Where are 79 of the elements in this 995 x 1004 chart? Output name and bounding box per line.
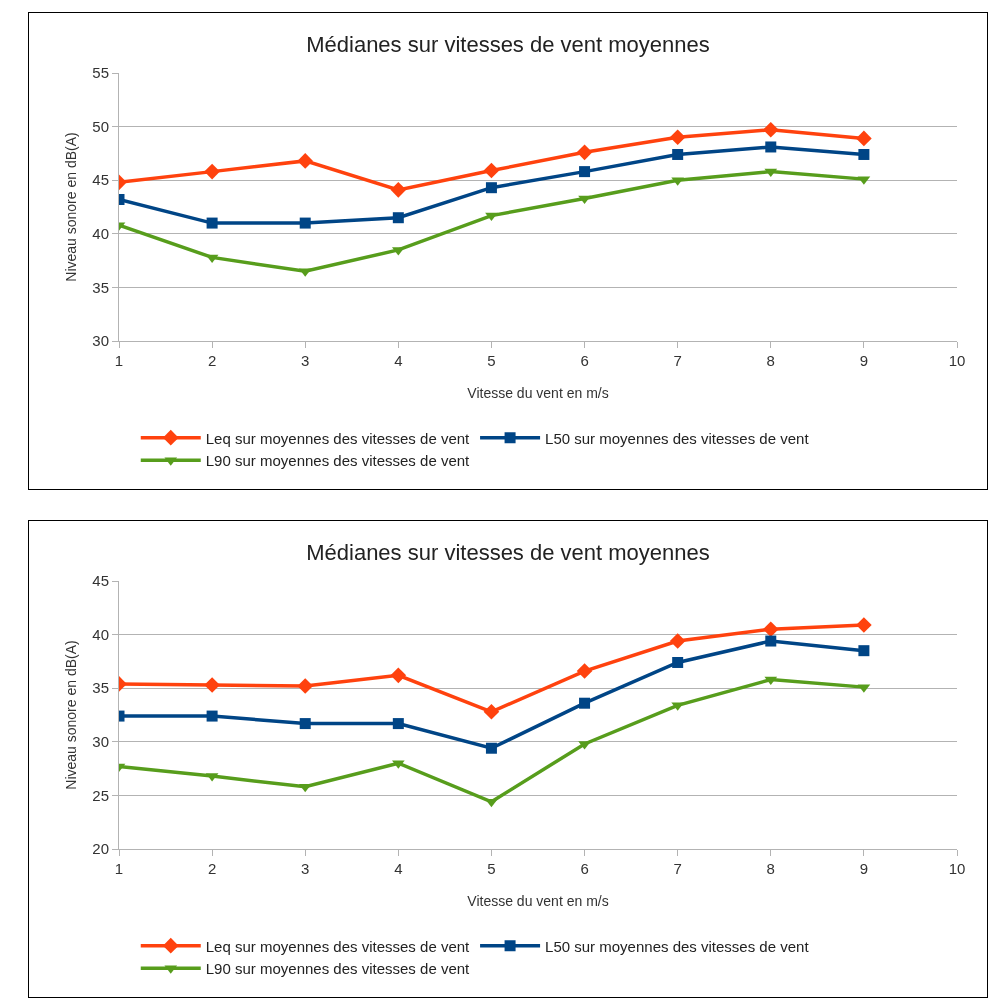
chart-title: Médianes sur vitesses de vent moyennes xyxy=(306,32,710,58)
point xyxy=(764,168,778,178)
y-tick-label: 35 xyxy=(92,679,109,697)
point xyxy=(764,676,778,686)
y-tick-label: 30 xyxy=(92,332,109,350)
y-tick-label: 20 xyxy=(92,840,109,858)
point xyxy=(672,148,684,160)
y-tick-label: 25 xyxy=(92,786,109,804)
y-tick-label: 50 xyxy=(92,117,109,135)
x-tick-label: 3 xyxy=(301,352,310,369)
point xyxy=(858,645,870,657)
y-tick-label: 45 xyxy=(92,572,109,590)
point xyxy=(762,621,779,638)
x-tick-label: 7 xyxy=(673,860,682,877)
point xyxy=(856,617,872,633)
y-tick-label: 40 xyxy=(92,225,109,243)
legend-label: L50 sur moyennes des vitesses de vent xyxy=(545,429,810,447)
x-axis-title: Vitesse du vent en m/s xyxy=(467,893,609,910)
point xyxy=(483,162,500,179)
x-tick-label: 6 xyxy=(580,860,589,877)
point xyxy=(204,677,220,693)
point xyxy=(485,212,498,222)
y-tick-label: 55 xyxy=(92,64,109,82)
x-tick-label: 9 xyxy=(859,860,869,877)
y-tick-label: 35 xyxy=(92,278,109,296)
point xyxy=(206,217,218,229)
x-tick-label: 5 xyxy=(487,352,496,369)
x-tick-label: 5 xyxy=(487,860,496,877)
legend-label: L50 sur moyennes des vitesses de vent xyxy=(545,937,810,955)
x-tick-label: 8 xyxy=(766,860,775,877)
y-tick-label: 40 xyxy=(92,625,109,643)
x-tick-label: 8 xyxy=(766,352,775,369)
chart-title: Médianes sur vitesses de vent moyennes xyxy=(306,540,710,566)
x-tick-label: 2 xyxy=(207,352,217,369)
y-tick-label: 45 xyxy=(92,171,109,189)
point xyxy=(483,703,500,720)
x-tick-label: 7 xyxy=(673,352,682,369)
y-tick-label: 30 xyxy=(92,733,109,751)
legend-label: Leq sur moyennes des vitesses de vent xyxy=(205,937,471,955)
y-axis-title: Niveau sonore en dB(A) xyxy=(62,640,79,790)
point xyxy=(390,667,407,684)
legend-label: L90 sur moyennes des vitesses de vent xyxy=(205,960,471,977)
point xyxy=(858,148,870,160)
point xyxy=(206,710,218,722)
point xyxy=(579,166,591,178)
x-axis-title: Vitesse du vent en m/s xyxy=(467,385,609,402)
point xyxy=(669,129,686,146)
point xyxy=(204,163,220,180)
point xyxy=(392,718,404,730)
x-tick-label: 6 xyxy=(580,352,589,369)
point xyxy=(579,697,591,709)
x-tick-label: 10 xyxy=(948,352,966,369)
legend-label: Leq sur moyennes des vitesses de vent xyxy=(205,429,471,447)
x-tick-label: 2 xyxy=(207,860,217,877)
x-tick-label: 1 xyxy=(114,860,124,877)
point xyxy=(765,635,777,647)
point xyxy=(299,718,311,730)
legend-label: L90 sur moyennes des vitesses de vent xyxy=(205,452,471,469)
x-tick-label: 10 xyxy=(948,860,966,877)
point xyxy=(390,182,407,198)
x-tick-label: 4 xyxy=(394,352,403,369)
point xyxy=(392,212,404,224)
point xyxy=(576,663,593,679)
point xyxy=(669,633,686,649)
point xyxy=(297,678,314,694)
point xyxy=(299,217,311,229)
x-tick-label: 1 xyxy=(114,352,124,369)
point xyxy=(485,742,497,754)
point xyxy=(485,182,497,194)
y-axis-title: Niveau sonore en dB(A) xyxy=(62,132,79,282)
point xyxy=(765,141,777,153)
point xyxy=(672,656,684,668)
x-tick-label: 9 xyxy=(859,352,869,369)
point xyxy=(576,144,593,161)
point xyxy=(762,122,779,138)
point xyxy=(856,130,872,147)
point xyxy=(297,153,314,169)
x-tick-label: 4 xyxy=(394,860,403,877)
x-tick-label: 3 xyxy=(301,860,310,877)
